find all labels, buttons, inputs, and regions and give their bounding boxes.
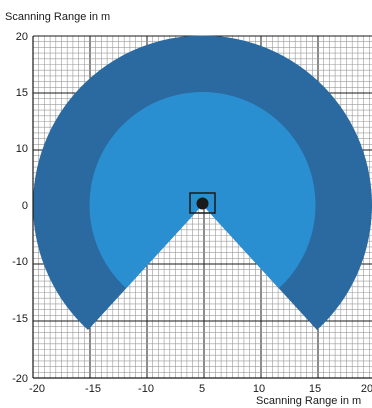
y-tick-label: -15 (12, 313, 28, 325)
x-axis-label: Scanning Range in m (256, 395, 361, 407)
x-tick-label: -15 (85, 383, 101, 395)
x-tick-label: 10 (253, 383, 265, 395)
y-tick-label: -10 (12, 256, 28, 268)
y-tick-labels: 20 15 10 0 -10 -15 -20 (12, 31, 28, 385)
scan-fields (32, 35, 372, 330)
inner-scan-field (89, 91, 316, 289)
y-tick-label: 0 (22, 200, 28, 212)
x-tick-label: 20 (361, 383, 372, 395)
x-tick-label: -20 (29, 383, 45, 395)
sensor-housing (189, 192, 216, 214)
x-tick-labels: -20 -15 -10 5 10 15 20 (29, 383, 372, 395)
y-tick-label: 15 (16, 87, 28, 99)
x-tick-label: -10 (138, 383, 154, 395)
sensor-icon (196, 197, 209, 210)
x-tick-label: 15 (309, 383, 321, 395)
y-tick-label: 20 (16, 31, 28, 43)
x-tick-label: 5 (199, 383, 205, 395)
y-tick-label: 10 (16, 143, 28, 155)
top-title: Scanning Range in m (5, 11, 110, 23)
y-tick-label: -20 (12, 373, 28, 385)
